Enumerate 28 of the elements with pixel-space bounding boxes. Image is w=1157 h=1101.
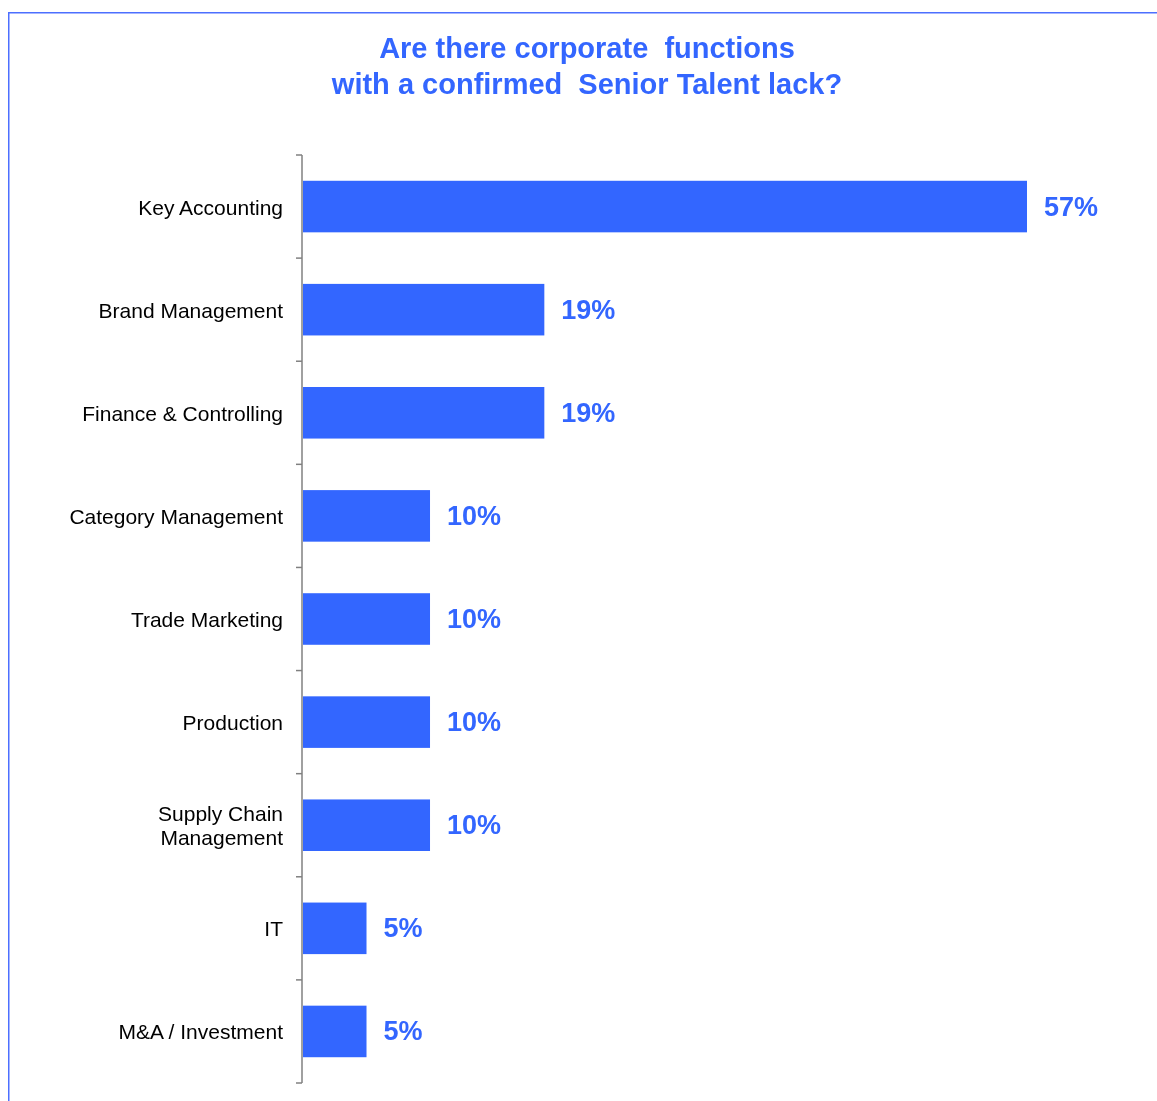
data-label: 10%	[447, 810, 502, 841]
bar	[303, 1005, 367, 1058]
data-label: 5%	[383, 1016, 423, 1047]
y-tick-label: IT	[264, 916, 284, 940]
bar	[303, 799, 431, 851]
bar	[303, 902, 367, 955]
bar	[303, 490, 431, 542]
y-tick-label: Category Management	[69, 504, 284, 528]
data-label: 19%	[561, 294, 616, 325]
y-tick-label: Production	[182, 710, 283, 734]
bar	[303, 180, 1027, 233]
bar	[303, 593, 431, 645]
data-label: 5%	[383, 913, 423, 944]
data-label: 57%	[1044, 191, 1099, 222]
y-tick-label: Trade Marketing	[130, 607, 283, 631]
y-tick-label: M&A / Investment	[118, 1019, 284, 1043]
bar	[303, 696, 431, 748]
y-tick-label: Key Accounting	[138, 195, 283, 219]
data-label: 10%	[447, 500, 502, 531]
chart-title: Are there corporate functions with a confirmed Senior Talent lack?	[330, 32, 843, 100]
data-label: 10%	[447, 707, 502, 738]
data-label: 10%	[447, 604, 502, 634]
y-tick-label: Supply Chain Management	[158, 801, 284, 849]
y-tick-label: Brand Management	[98, 298, 284, 322]
bar	[303, 387, 545, 439]
y-tick-label: Finance & Controlling	[82, 401, 283, 425]
bar	[303, 283, 545, 336]
data-label: 19%	[561, 397, 616, 428]
